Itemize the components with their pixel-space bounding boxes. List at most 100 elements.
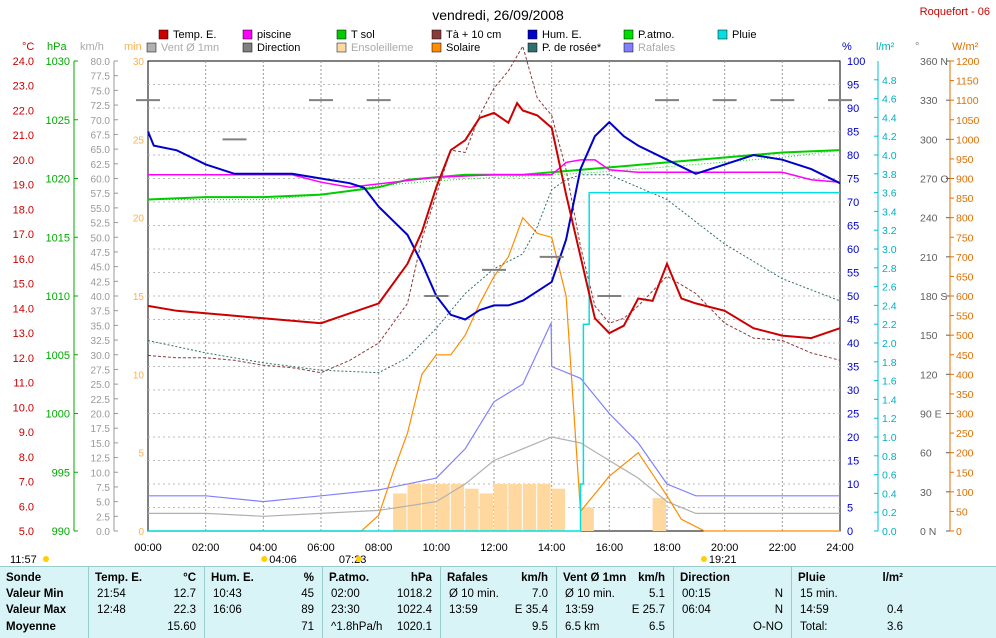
- sunshine-tick-label: 20: [133, 214, 145, 225]
- column-name: Hum. E.: [211, 572, 254, 584]
- table-cell-value: 5.1: [649, 588, 665, 600]
- rain-tick-label: 0.0: [882, 526, 897, 538]
- x-tick-label: 02:00: [192, 542, 220, 554]
- rain-tick-label: 2.0: [882, 338, 897, 350]
- table-row-labels: Sonde Valeur Min Valeur Max Moyenne: [0, 567, 88, 638]
- wind-tick-label: 7.5: [96, 483, 110, 494]
- table-row: Ø 10 min. 5.1: [557, 586, 673, 602]
- direction-tick-label: 0 N: [920, 526, 936, 538]
- solar-tick-label: 150: [956, 467, 974, 479]
- humidity-tick-label: 65: [847, 221, 859, 233]
- x-tick-label: 00:00: [134, 542, 162, 554]
- table-cell-value: N: [774, 604, 783, 616]
- direction-tick-label: 270 O: [920, 174, 949, 186]
- direction-tick-label: 360 N: [920, 56, 948, 68]
- table-row: 15.60: [89, 619, 204, 635]
- temp-tick-label: 10.0: [13, 402, 34, 414]
- table-cell-value: 7.0: [532, 588, 548, 600]
- wind-tick-label: 75.0: [91, 86, 111, 97]
- sun-icon: [355, 556, 362, 562]
- direction-tick-label: 90 E: [920, 409, 942, 421]
- solar-tick-label: 1200: [956, 56, 980, 68]
- wind-tick-label: 67.5: [91, 130, 111, 141]
- axis-unit-pressure: hPa: [47, 41, 67, 53]
- solar-tick-label: 500: [956, 330, 974, 342]
- wind-tick-label: 5.0: [96, 498, 110, 509]
- wind-tick-label: 47.5: [91, 248, 111, 259]
- wind-tick-label: 55.0: [91, 204, 111, 215]
- table-header: Rafales km/h: [441, 570, 556, 586]
- sunshine-tick-label: 30: [133, 57, 145, 68]
- station-name: Roquefort - 06: [920, 6, 990, 18]
- humidity-tick-label: 50: [847, 291, 859, 303]
- rain-tick-label: 1.0: [882, 432, 897, 444]
- table-row: Ø 10 min. 7.0: [441, 586, 556, 602]
- wind-tick-label: 27.5: [91, 365, 111, 376]
- table-cell-value: O-NO: [752, 621, 783, 633]
- table-cell-time: 12:48: [97, 604, 126, 616]
- column-unit: hPa: [410, 572, 432, 584]
- x-tick-label: 04:00: [250, 542, 278, 554]
- solar-tick-label: 1150: [956, 76, 979, 88]
- wind-tick-label: 42.5: [91, 277, 111, 288]
- sunshine-tick-label: 0: [138, 527, 144, 538]
- solar-tick-label: 600: [956, 291, 974, 303]
- legend-swatch: [623, 42, 634, 53]
- table-cell-time: 00:15: [682, 588, 711, 600]
- table-row: 21:54 12.7: [89, 586, 204, 602]
- table-cell-time: ^1.8hPa/h: [331, 621, 383, 633]
- rain-tick-label: 0.8: [882, 451, 897, 463]
- table-cell-value: 45: [301, 588, 314, 600]
- temp-tick-label: 18.0: [13, 204, 34, 216]
- wind-tick-label: 12.5: [91, 454, 111, 465]
- temp-tick-label: 6.0: [19, 501, 34, 513]
- weather-chart: vendredi, 26/09/2008 Roquefort - 06 Temp…: [10, 6, 990, 566]
- column-name: Pluie: [798, 572, 826, 584]
- wind-tick-label: 65.0: [91, 145, 111, 156]
- table-cell-time: 15 min.: [800, 588, 838, 600]
- temp-tick-label: 9.0: [19, 427, 34, 439]
- wind-tick-label: 30.0: [91, 351, 111, 362]
- series-wind-avg: [148, 436, 840, 517]
- pressure-tick-label: 1025: [46, 115, 70, 127]
- wind-tick-label: 50.0: [91, 233, 111, 244]
- table-row: Total: 3.6: [792, 619, 911, 635]
- x-tick-label: 16:00: [596, 542, 624, 554]
- wind-tick-label: 52.5: [91, 219, 111, 230]
- humidity-tick-label: 20: [847, 432, 859, 444]
- humidity-tick-label: 25: [847, 409, 859, 421]
- legend-label: Rafales: [638, 42, 676, 54]
- series-solar: [148, 216, 840, 532]
- wind-tick-label: 15.0: [91, 439, 111, 450]
- sun-icon: [43, 556, 49, 562]
- table-column: Vent Ø 1mn km/h Ø 10 min. 5.1 13:59 E 25.7 6.5…: [556, 567, 673, 638]
- table-row: 00:15 N: [674, 586, 791, 602]
- rain-tick-label: 3.8: [882, 169, 897, 181]
- table-row: ^1.8hPa/h 1020.1: [323, 619, 440, 635]
- temp-tick-label: 11.0: [13, 378, 34, 390]
- humidity-tick-label: 90: [847, 103, 859, 115]
- temp-tick-label: 8.0: [19, 452, 34, 464]
- solar-tick-label: 800: [956, 213, 974, 225]
- table-row: 15 min.: [792, 586, 911, 602]
- humidity-tick-label: 75: [847, 174, 859, 186]
- solar-tick-label: 0: [956, 526, 962, 538]
- temp-tick-label: 5.0: [19, 526, 34, 538]
- wind-tick-label: 35.0: [91, 321, 111, 332]
- temp-tick-label: 20.0: [13, 155, 34, 167]
- table-column: Pluie l/m² 15 min. 14:59 0.4 Total: 3.6: [791, 567, 911, 638]
- rain-tick-label: 2.4: [882, 300, 897, 312]
- solar-tick-label: 850: [956, 193, 974, 205]
- wind-tick-label: 57.5: [91, 189, 111, 200]
- table-cell-time: 13:59: [449, 604, 478, 616]
- series-dew-point: [147, 174, 841, 374]
- temp-tick-label: 7.0: [19, 477, 34, 489]
- pressure-tick-label: 1005: [46, 350, 70, 362]
- humidity-tick-label: 5: [847, 503, 853, 515]
- rain-tick-label: 3.0: [882, 244, 897, 256]
- table-cell-time: 6.5 km: [565, 621, 600, 633]
- x-axis: 00:00 02:00 04:00 06:00 08:00 10:00 12:00 14:00…: [134, 542, 854, 554]
- wind-tick-label: 20.0: [91, 410, 111, 421]
- direction-tick-label: 180 S: [920, 291, 947, 303]
- temp-tick-label: 14.0: [13, 303, 34, 315]
